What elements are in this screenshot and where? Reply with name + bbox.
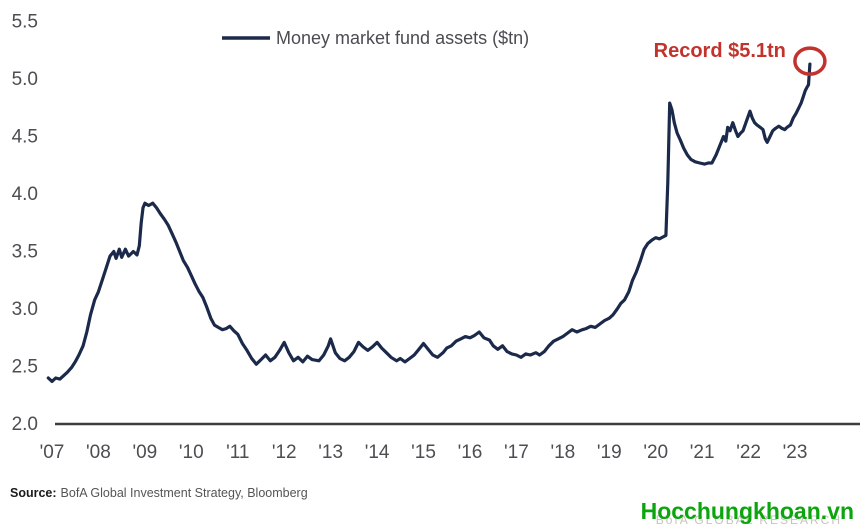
legend: Money market fund assets ($tn) [222, 28, 529, 48]
x-tick-label: '15 [411, 442, 436, 463]
x-tick-label: '18 [550, 442, 575, 463]
x-tick-label: '17 [504, 442, 529, 463]
x-tick-label: '21 [690, 442, 715, 463]
x-tick-label: '07 [40, 442, 65, 463]
x-tick-label: '20 [643, 442, 668, 463]
y-tick-label: 5.5 [12, 12, 38, 33]
y-tick-label: 4.5 [12, 127, 38, 148]
y-tick-label: 2.5 [12, 357, 38, 378]
record-annotation: Record $5.1tn [654, 40, 827, 76]
y-tick-label: 5.0 [12, 69, 38, 90]
x-tick-label: '12 [272, 442, 297, 463]
source-label: Source: [10, 486, 57, 500]
watermark: BofA GLOBAL RESEARCH Hocchungkhoan.vn [536, 496, 856, 530]
x-tick-label: '14 [365, 442, 390, 463]
y-tick-label: 3.5 [12, 242, 38, 263]
record-label: Record $5.1tn [654, 40, 786, 62]
x-tick-label: '11 [226, 442, 249, 463]
x-tick-label: '13 [318, 442, 343, 463]
x-tick-label: '23 [783, 442, 808, 463]
y-axis-tick-labels: 2.0 2.5 3.0 3.5 4.0 4.5 5.0 5.5 [12, 12, 38, 436]
x-tick-label: '19 [597, 442, 622, 463]
x-tick-label: '10 [179, 442, 204, 463]
record-circle-marker [793, 46, 827, 76]
x-tick-label: '09 [132, 442, 157, 463]
y-tick-label: 4.0 [12, 184, 38, 205]
x-tick-label: '22 [736, 442, 761, 463]
legend-label: Money market fund assets ($tn) [276, 28, 529, 48]
source-text: BofA Global Investment Strategy, Bloombe… [60, 486, 308, 500]
y-tick-label: 2.0 [12, 414, 38, 435]
source-row: Source: BofA Global Investment Strategy, … [10, 486, 308, 500]
x-tick-label: '08 [86, 442, 111, 463]
watermark-site-text: Hocchungkhoan.vn [640, 498, 854, 524]
x-tick-label: '16 [458, 442, 483, 463]
bofa-research-ghost-text: BofA GLOBAL RESEARCH [655, 513, 842, 527]
y-tick-label: 3.0 [12, 299, 38, 320]
money-market-assets-line [46, 62, 812, 383]
x-axis-tick-labels: '07 '08 '09 '10 '11 '12 '13 '14 '15 '16 '17 '18 '19 '… [40, 442, 808, 463]
